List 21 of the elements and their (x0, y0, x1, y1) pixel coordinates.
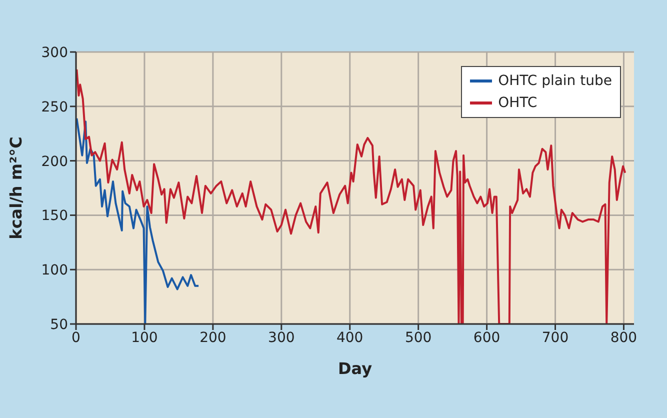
x-tick-label: 300 (268, 330, 295, 346)
legend-label: OHTC plain tube (498, 72, 612, 91)
x-tick-label: 500 (404, 330, 432, 346)
x-tick-label: 100 (131, 330, 158, 346)
x-tick-label: 400 (336, 330, 364, 346)
x-tick-label: 200 (200, 330, 226, 346)
line-series (76, 117, 200, 324)
y-axis-title: kcal/h m²°C (6, 136, 26, 240)
line-series (76, 68, 626, 324)
x-tick-label: 800 (610, 330, 638, 346)
y-tick-label: 200 (41, 154, 68, 170)
y-tick-label: 150 (41, 208, 68, 224)
y-tick-label: 250 (41, 99, 68, 116)
y-tick-label: 100 (41, 262, 68, 279)
x-tick-label: 0 (72, 330, 80, 346)
y-tick-label: 300 (41, 44, 68, 61)
y-tick-label: 50 (50, 316, 68, 333)
x-axis-title: Day (338, 359, 373, 378)
x-tick-label: 600 (473, 330, 500, 346)
legend-label: OHTC (498, 94, 538, 113)
x-tick-label: 700 (542, 330, 569, 346)
